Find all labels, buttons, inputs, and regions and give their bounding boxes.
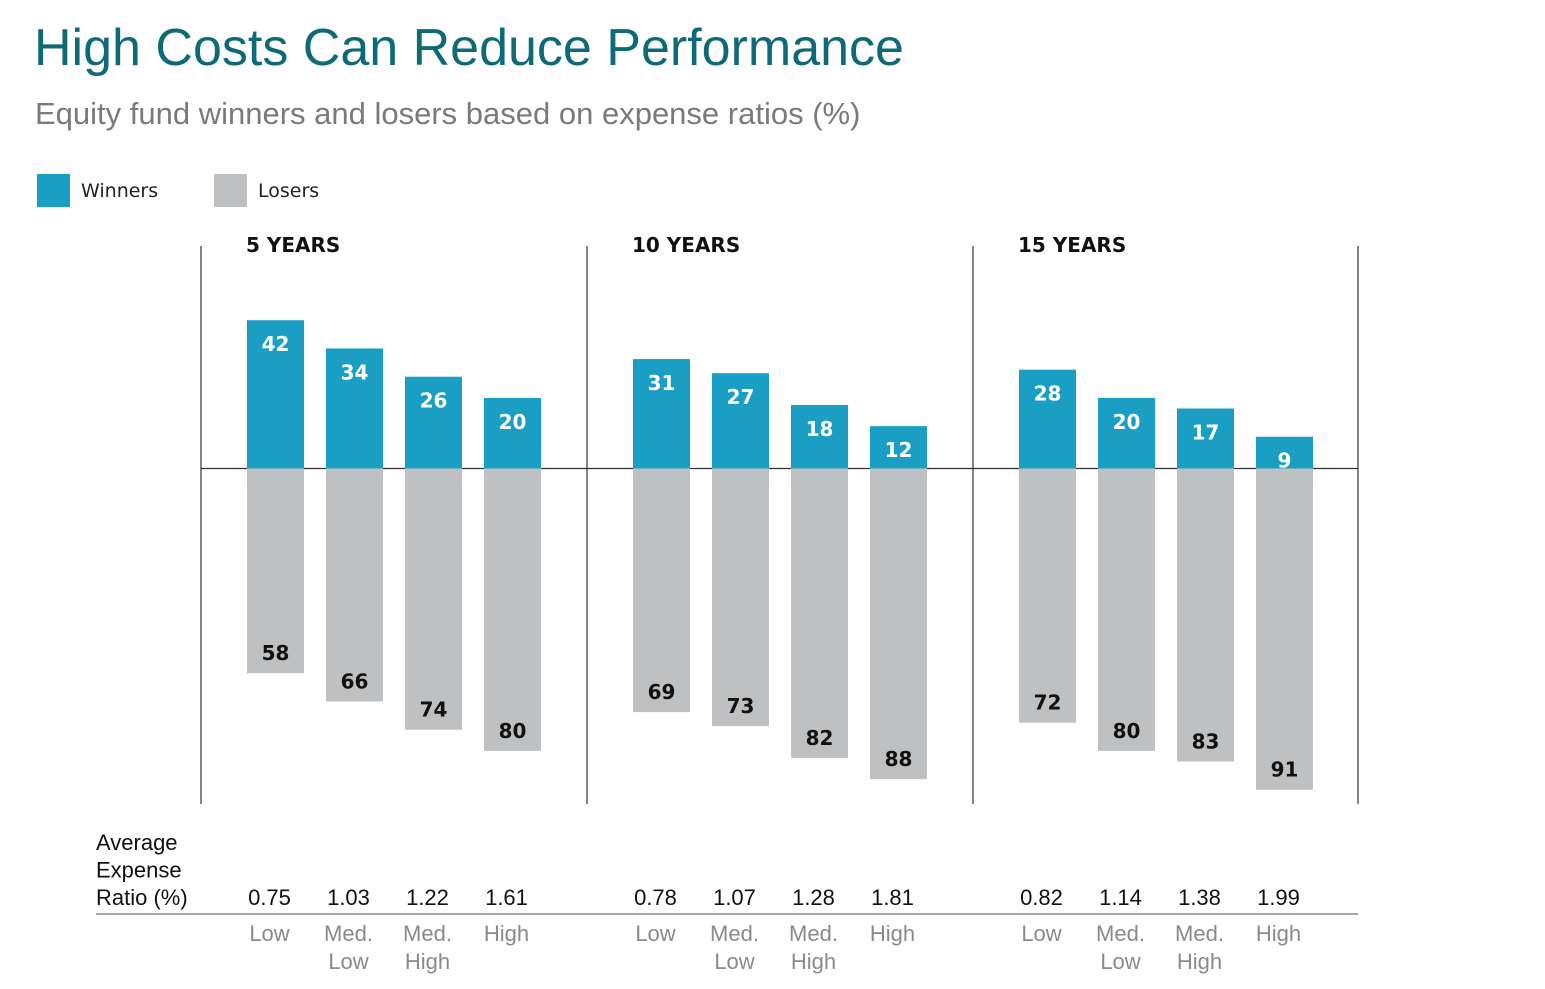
expense-ratio-0-2: 1.22 [406,885,449,910]
expense-label-line-1: Expense [96,858,182,883]
loser-label-2-2: 83 [1192,729,1220,753]
category-label-0-1-1: Low [328,949,368,974]
category-label-1-0-0: Low [635,921,675,946]
expense-ratio-0-3: 1.61 [485,885,528,910]
expense-label-line-0: Average [96,830,178,855]
category-label-1-2-1: High [791,949,836,974]
winner-label-0-0: 42 [262,332,290,356]
expense-ratio-0-0: 0.75 [248,885,291,910]
loser-bar-1-2 [791,468,848,758]
winner-label-1-2: 18 [806,417,834,441]
panel-title-1: 10 YEARS [632,233,740,257]
loser-bar-2-0 [1019,468,1076,723]
winner-bar-2-3 [1256,436,1313,469]
legend-winners: Winners [37,174,158,207]
expense-ratio-1-2: 1.28 [792,885,835,910]
winner-label-2-2: 17 [1192,420,1220,444]
expense-ratio-1-0: 0.78 [634,885,677,910]
category-label-1-1-1: Low [714,949,754,974]
winner-bar-1-0 [633,359,690,469]
loser-bar-0-1 [326,468,383,702]
expense-ratio-0-1: 1.03 [327,885,370,910]
loser-label-2-3: 91 [1271,758,1299,782]
category-label-1-3-0: High [870,921,915,946]
loser-label-2-0: 72 [1034,691,1062,715]
loser-label-0-2: 74 [420,698,448,722]
loser-bar-0-3 [484,468,541,751]
winner-label-1-0: 31 [648,371,676,395]
loser-bar-0-2 [405,468,462,730]
legend-winners-label: Winners [81,179,159,202]
category-label-1-2-0: Med. [789,921,838,946]
legend-losers-swatch [214,174,247,207]
winner-label-1-3: 12 [885,438,913,462]
loser-label-1-3: 88 [885,747,913,771]
winner-label-0-3: 20 [499,410,527,434]
winner-bar-1-1 [712,373,769,469]
expense-ratio-2-2: 1.38 [1178,885,1221,910]
loser-bar-1-1 [712,468,769,727]
loser-bar-1-3 [870,468,927,780]
category-label-0-1-0: Med. [324,921,373,946]
winner-bar-0-2 [405,376,462,469]
winner-label-2-1: 20 [1113,410,1141,434]
legend-losers-label: Losers [258,179,320,202]
loser-label-1-1: 73 [727,694,755,718]
loser-label-0-1: 66 [341,669,369,693]
winner-label-2-3: 9 [1278,449,1292,473]
loser-bar-2-1 [1098,468,1155,751]
winner-bar-0-0 [247,320,304,469]
category-label-2-0-0: Low [1021,921,1061,946]
chart-subtitle: Equity fund winners and losers based on … [35,96,861,131]
expense-ratio-2-3: 1.99 [1257,885,1300,910]
winner-label-1-1: 27 [727,385,755,409]
category-label-2-3-0: High [1256,921,1301,946]
expense-ratio-1-1: 1.07 [713,885,756,910]
loser-bar-1-0 [633,468,690,713]
chart-title: High Costs Can Reduce Performance [34,19,904,77]
loser-label-1-2: 82 [806,726,834,750]
loser-bar-0-0 [247,468,304,674]
category-label-0-2-0: Med. [403,921,452,946]
winner-label-0-1: 34 [341,360,369,384]
legend-losers: Losers [214,174,319,207]
category-label-2-2-0: Med. [1175,921,1224,946]
loser-label-2-1: 80 [1113,719,1141,743]
winner-bar-0-1 [326,348,383,469]
category-label-2-1-0: Med. [1096,921,1145,946]
panel-title-2: 15 YEARS [1018,233,1126,257]
winner-bar-2-1 [1098,397,1155,469]
winner-bar-1-2 [791,404,848,469]
category-label-0-2-1: High [405,949,450,974]
category-label-2-2-1: High [1177,949,1222,974]
loser-bar-2-3 [1256,468,1313,790]
winner-bar-2-2 [1177,408,1234,469]
loser-label-1-0: 69 [648,680,676,704]
loser-label-0-0: 58 [262,641,290,665]
category-label-1-1-0: Med. [710,921,759,946]
winner-bar-2-0 [1019,369,1076,469]
expense-ratio-1-3: 1.81 [871,885,914,910]
expense-ratio-2-1: 1.14 [1099,885,1142,910]
loser-bar-2-2 [1177,468,1234,762]
expense-label-line-2: Ratio (%) [96,885,188,910]
winner-label-0-2: 26 [420,389,448,413]
winner-bar-0-3 [484,397,541,469]
loser-label-0-3: 80 [499,719,527,743]
category-label-0-3-0: High [484,921,529,946]
category-label-2-1-1: Low [1100,949,1140,974]
winner-label-2-0: 28 [1034,382,1062,406]
category-label-0-0-0: Low [249,921,289,946]
winner-bar-1-3 [870,426,927,469]
legend-winners-swatch [37,174,70,207]
panel-title-0: 5 YEARS [246,233,340,257]
expense-ratio-2-0: 0.82 [1020,885,1063,910]
